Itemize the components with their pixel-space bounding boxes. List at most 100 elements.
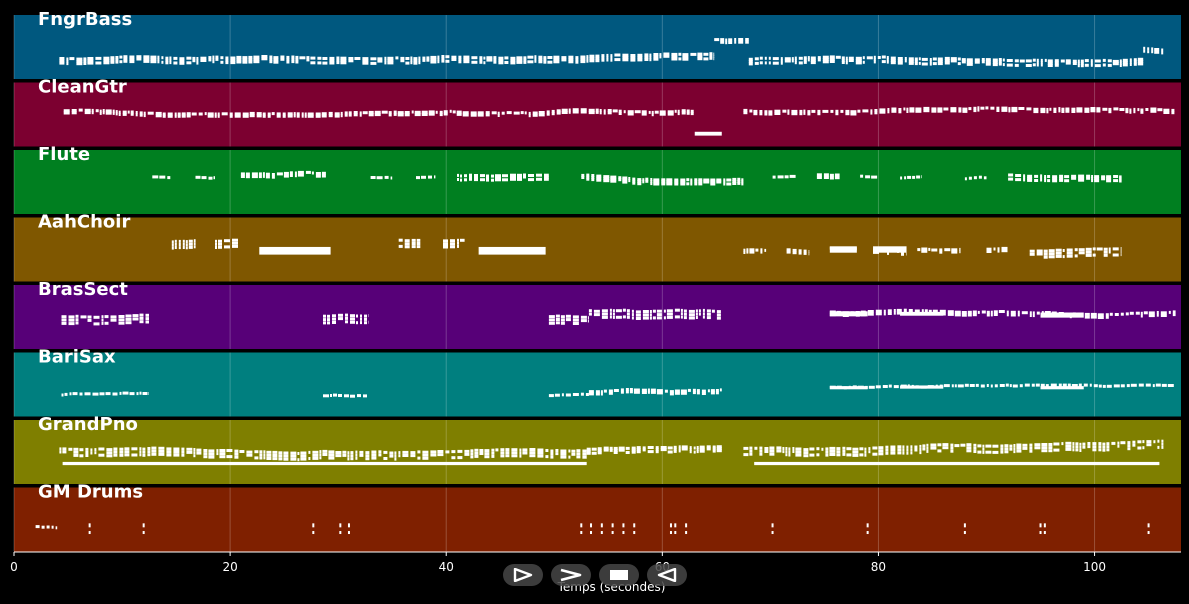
note <box>1047 59 1053 63</box>
note <box>456 110 462 114</box>
note <box>1137 446 1142 450</box>
note <box>443 110 448 114</box>
note <box>1060 59 1065 63</box>
note <box>996 109 1000 112</box>
note <box>510 173 516 177</box>
note <box>992 63 998 67</box>
stop-button[interactable] <box>599 564 639 586</box>
note <box>850 110 857 114</box>
note <box>124 447 130 451</box>
note <box>354 57 361 60</box>
note <box>835 109 839 113</box>
note <box>317 56 322 60</box>
note <box>714 38 720 42</box>
note <box>254 450 259 454</box>
note <box>469 175 472 179</box>
rewind-button[interactable] <box>647 564 687 586</box>
note <box>290 451 297 455</box>
note <box>208 449 215 453</box>
note <box>677 109 680 113</box>
note <box>974 58 980 62</box>
note <box>259 456 263 460</box>
note <box>256 112 262 116</box>
note <box>906 107 909 111</box>
note <box>136 57 142 61</box>
note <box>610 179 617 183</box>
note <box>835 55 841 59</box>
note <box>394 451 397 455</box>
note <box>958 109 962 113</box>
note <box>809 453 815 457</box>
note <box>631 450 636 454</box>
note <box>689 446 692 450</box>
note <box>95 61 102 65</box>
note <box>803 56 807 60</box>
note <box>287 112 293 116</box>
note <box>99 392 105 396</box>
note <box>397 111 404 115</box>
note <box>1080 61 1084 65</box>
note <box>663 316 666 320</box>
note <box>642 313 649 317</box>
note <box>85 454 89 457</box>
fast-forward-button[interactable] <box>551 564 591 586</box>
note <box>289 171 293 175</box>
note <box>90 451 93 455</box>
note <box>656 389 663 393</box>
note <box>795 447 802 451</box>
track-label: BrasSect <box>38 279 128 300</box>
note <box>299 56 306 60</box>
note <box>329 59 335 63</box>
note <box>587 319 589 323</box>
play-button[interactable] <box>503 564 543 586</box>
note <box>1066 254 1073 258</box>
note <box>595 110 599 114</box>
note <box>83 59 87 63</box>
note <box>1161 48 1164 52</box>
note <box>760 250 763 254</box>
note <box>216 449 219 453</box>
note <box>795 450 802 454</box>
note <box>421 175 426 179</box>
note <box>1014 63 1019 67</box>
note <box>688 316 695 320</box>
note <box>1171 108 1175 112</box>
note <box>977 310 980 314</box>
note <box>680 308 683 312</box>
note <box>842 452 846 456</box>
note <box>996 106 1000 110</box>
note <box>497 111 500 115</box>
note <box>387 61 394 65</box>
note <box>1161 442 1164 446</box>
note <box>177 112 181 116</box>
note <box>394 457 397 461</box>
note <box>1059 178 1064 182</box>
note <box>112 392 118 396</box>
note <box>981 310 986 314</box>
note <box>84 111 91 115</box>
note <box>966 58 973 62</box>
note <box>214 114 217 118</box>
note <box>1094 64 1101 68</box>
note <box>1156 311 1159 314</box>
note <box>1125 110 1129 114</box>
drum-hit <box>1043 523 1046 528</box>
note <box>327 314 330 318</box>
note <box>115 58 119 62</box>
note <box>1140 314 1143 318</box>
note <box>458 60 462 64</box>
note <box>1087 445 1091 449</box>
note <box>139 111 143 115</box>
note <box>586 177 590 181</box>
note <box>291 57 295 61</box>
note <box>1106 175 1112 179</box>
note <box>791 112 798 116</box>
note <box>830 109 834 113</box>
note <box>632 179 636 183</box>
drum-hit <box>963 531 966 535</box>
note <box>904 176 907 180</box>
note <box>1066 251 1073 255</box>
note-block <box>1040 312 1084 318</box>
note <box>502 174 508 178</box>
note <box>1013 447 1016 451</box>
